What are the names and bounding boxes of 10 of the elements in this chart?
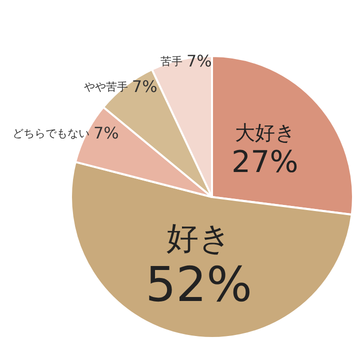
data-label: 7% bbox=[132, 76, 158, 96]
data-label: 27% bbox=[232, 145, 298, 180]
data-label: 52% bbox=[145, 257, 252, 314]
slice-label: 好き bbox=[166, 218, 232, 257]
data-label: 7% bbox=[93, 123, 119, 142]
slice-label: やや苦手 bbox=[84, 80, 128, 94]
slice-label: 苦手 bbox=[160, 55, 182, 68]
slice-label: どちらでもない bbox=[12, 127, 90, 140]
data-label: 7% bbox=[186, 51, 212, 70]
slice-label: 大好き bbox=[234, 120, 295, 145]
